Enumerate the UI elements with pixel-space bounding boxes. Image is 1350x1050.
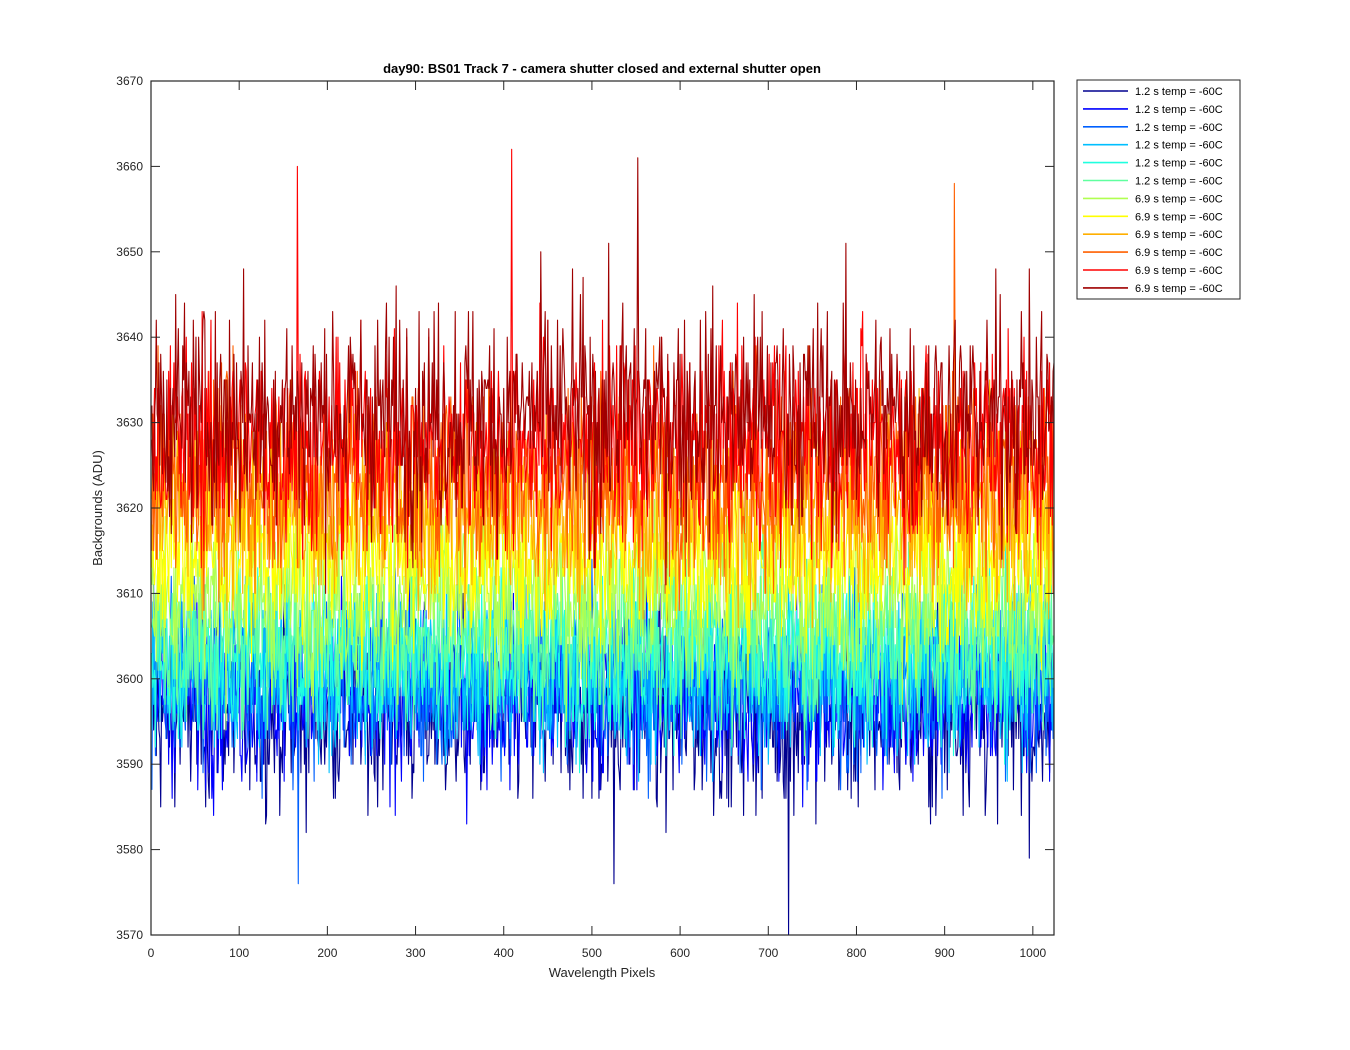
x-tick-label: 800 <box>846 946 866 960</box>
x-tick-label: 900 <box>935 946 955 960</box>
x-tick-label: 700 <box>758 946 778 960</box>
x-axis: 0 100 200 300 400 500 600 700 800 900 1000 <box>148 81 1047 960</box>
y-axis-label: Backgrounds (ADU) <box>90 450 105 566</box>
x-tick-label: 0 <box>148 946 155 960</box>
legend-label-12: 6.9 s temp = -60C <box>1135 283 1223 295</box>
y-tick-label: 3590 <box>116 757 143 771</box>
x-tick-label: 1000 <box>1019 946 1046 960</box>
y-tick-label: 3600 <box>116 672 143 686</box>
legend-label-8: 6.9 s temp = -60C <box>1135 211 1223 223</box>
y-axis: 3570 3580 3590 3600 3610 3620 3630 3640 3650 3660… <box>116 74 1054 942</box>
series-line-12 <box>151 157 1054 594</box>
x-tick-label: 300 <box>406 946 426 960</box>
x-tick-label: 400 <box>494 946 514 960</box>
x-axis-label: Wavelength Pixels <box>549 965 656 980</box>
y-tick-label: 3660 <box>116 159 143 173</box>
x-tick-label: 600 <box>670 946 690 960</box>
y-tick-label: 3670 <box>116 74 143 88</box>
y-tick-label: 3580 <box>116 843 143 857</box>
x-tick-label: 200 <box>317 946 337 960</box>
legend: 1.2 s temp = -60C 1.2 s temp = -60C 1.2 s … <box>1076 79 1241 300</box>
legend-label-11: 6.9 s temp = -60C <box>1135 265 1223 277</box>
chart-title: day90: BS01 Track 7 - camera shutter clo… <box>383 61 821 76</box>
y-tick-label: 3640 <box>116 330 143 344</box>
legend-label-7: 6.9 s temp = -60C <box>1135 193 1223 205</box>
y-tick-label: 3620 <box>116 501 143 515</box>
y-tick-label: 3650 <box>116 245 143 259</box>
y-tick-label: 3570 <box>116 928 143 942</box>
legend-label-5: 1.2 s temp = -60C <box>1135 158 1223 170</box>
legend-box <box>1076 79 1241 300</box>
legend-label-6: 1.2 s temp = -60C <box>1135 176 1223 188</box>
y-tick-label: 3630 <box>116 416 143 430</box>
legend-label-9: 6.9 s temp = -60C <box>1135 229 1223 241</box>
y-tick-label: 3610 <box>116 586 143 600</box>
legend-label-4: 1.2 s temp = -60C <box>1135 140 1223 152</box>
series-layer <box>151 148 1054 935</box>
legend-label-2: 1.2 s temp = -60C <box>1135 104 1223 116</box>
x-tick-label: 500 <box>582 946 602 960</box>
legend-label-3: 1.2 s temp = -60C <box>1135 122 1223 134</box>
legend-label-1: 1.2 s temp = -60C <box>1135 86 1223 98</box>
legend-label-10: 6.9 s temp = -60C <box>1135 247 1223 259</box>
x-tick-label: 100 <box>229 946 249 960</box>
